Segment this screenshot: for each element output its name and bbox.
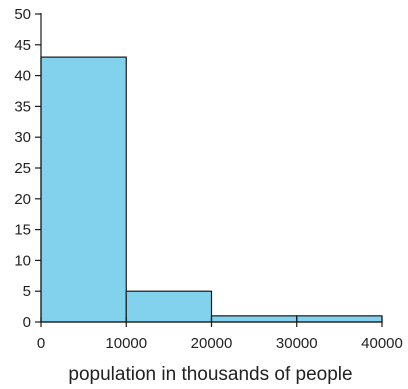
y-axis-ticks: 0 5 10 15 20 25 30 35 40 45 50 — [14, 6, 41, 331]
histogram-bars — [40, 56, 383, 323]
x-axis-ticks: 0 10000 20000 30000 40000 — [37, 317, 403, 352]
x-tick-label: 40000 — [361, 335, 403, 352]
x-tick-label: 20000 — [191, 335, 233, 352]
x-tick-label: 30000 — [276, 335, 318, 352]
histogram-bar-4 — [296, 315, 383, 323]
histogram-bar-1 — [40, 56, 127, 323]
histogram-bar-3 — [210, 315, 298, 323]
x-tick-label: 0 — [37, 335, 45, 352]
y-tick-label: 25 — [14, 160, 31, 177]
histogram-bar-2 — [125, 290, 213, 323]
y-tick-label: 45 — [14, 37, 31, 54]
y-tick-label: 0 — [23, 314, 31, 331]
y-tick-label: 50 — [14, 6, 31, 23]
y-tick-label: 20 — [14, 191, 31, 208]
x-tick-label: 10000 — [105, 335, 147, 352]
y-tick-label: 5 — [23, 283, 31, 300]
y-tick-label: 10 — [14, 252, 31, 269]
y-tick-label: 30 — [14, 129, 31, 146]
y-tick-label: 35 — [14, 98, 31, 115]
x-axis-title: population in thousands of people — [68, 364, 352, 385]
y-tick-label: 40 — [14, 68, 31, 85]
y-tick-label: 15 — [14, 222, 31, 239]
